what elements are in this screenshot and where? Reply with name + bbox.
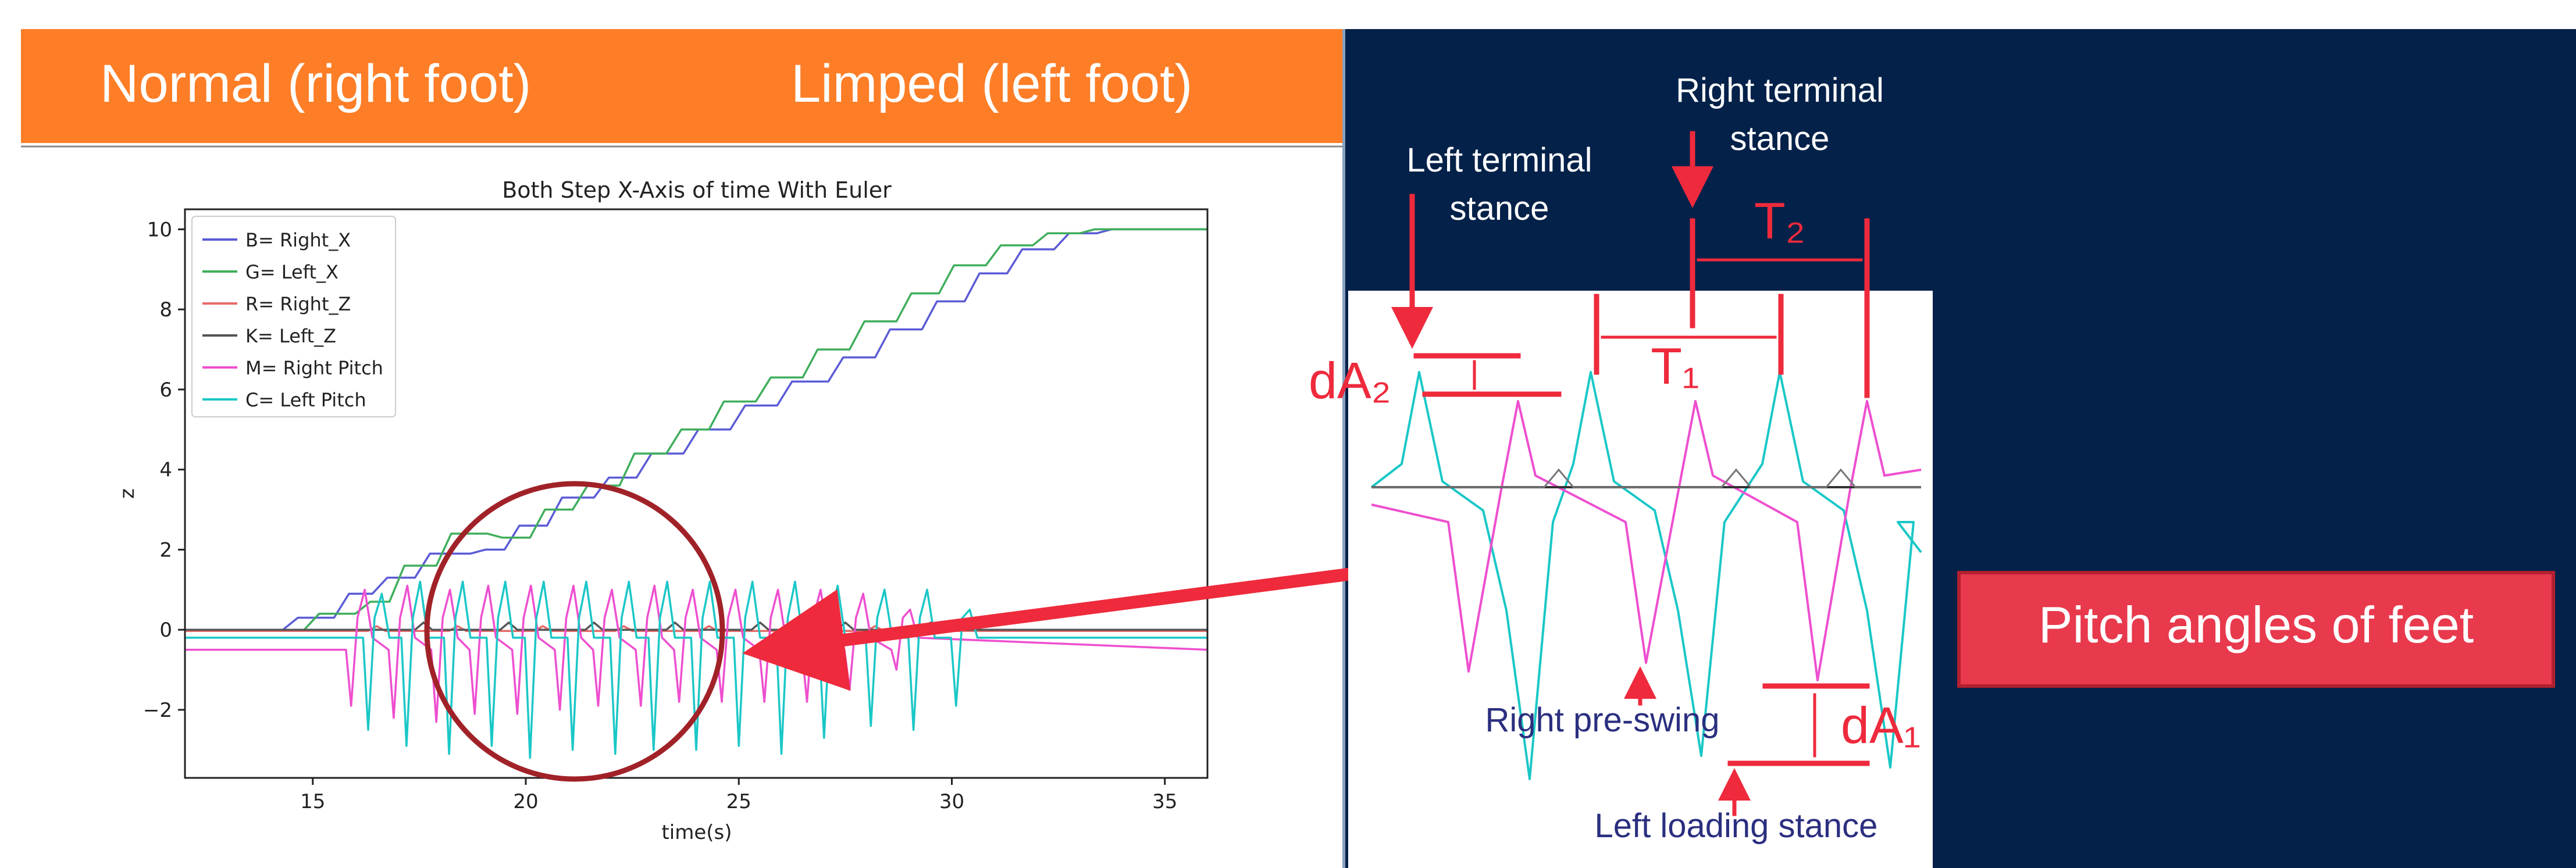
legend-entry: K= Left_Z <box>245 325 336 347</box>
y-tick-label: 2 <box>159 538 172 562</box>
da2-label: dA₂ <box>1309 352 1391 409</box>
legend-entry: B= Right_X <box>245 229 351 251</box>
chart-legend: B= Right_X G= Left_X R= Right_Z K= Left_Z M=… <box>191 216 396 417</box>
pitch-chart: Both Step X-Axis of time With Euler 15 20… <box>116 177 1209 844</box>
legend-box <box>191 216 396 417</box>
header-left-label: Normal (right foot) <box>100 54 531 113</box>
legend-entry: R= Right_Z <box>245 293 351 315</box>
series-layer <box>185 228 1208 759</box>
right-pre-swing-label: Right pre-swing <box>1485 701 1720 739</box>
x-tick-label: 30 <box>939 790 964 813</box>
y-tick-label: 0 <box>159 619 172 642</box>
zoom-curves <box>1370 371 1922 780</box>
series-left-x <box>185 228 1207 631</box>
callout-arrow <box>742 565 1376 691</box>
legend-entry: M= Right Pitch <box>245 357 383 379</box>
zoom-left-z <box>1371 468 1921 488</box>
x-axis-label: time(s) <box>661 821 732 844</box>
series-left-pitch <box>185 580 1207 759</box>
y-tick-label: 4 <box>159 459 172 482</box>
highlight-circle <box>424 481 725 782</box>
right-terminal-label-2: stance <box>1730 120 1830 158</box>
zoom-panel <box>1348 291 1933 868</box>
header-right-label: Limped (left foot) <box>791 54 1192 113</box>
pitch-callout-label: Pitch angles of feet <box>2039 596 2474 653</box>
y-tick-label: −2 <box>143 699 172 722</box>
chart-title: Both Step X-Axis of time With Euler <box>502 177 892 203</box>
y-tick-label: 8 <box>159 298 172 322</box>
header-banner <box>21 29 1342 143</box>
pitch-callout-box <box>1957 571 2555 688</box>
plot-frame <box>184 208 1209 779</box>
legend-entry: G= Left_X <box>245 261 339 283</box>
x-tick-label: 15 <box>300 790 325 813</box>
left-terminal-label-2: stance <box>1450 190 1549 227</box>
zoom-right-pitch <box>1371 400 1922 681</box>
annotations <box>1391 131 1870 816</box>
right-terminal-label-1: Right terminal <box>1676 72 1884 109</box>
x-tick-label: 35 <box>1152 790 1177 813</box>
zoom-panel-background <box>1348 291 1933 868</box>
left-loading-label: Left loading stance <box>1595 807 1878 845</box>
t2-label: T₂ <box>1754 192 1805 249</box>
axis-layer: 15 20 25 30 35 −2 0 2 4 6 8 10 <box>143 218 1178 813</box>
left-terminal-label-1: Left terminal <box>1406 141 1592 179</box>
t1-label: T₁ <box>1651 337 1699 395</box>
panel-divider <box>1342 29 1345 868</box>
da1-label: dA₁ <box>1841 696 1921 754</box>
y-tick-label: 10 <box>147 218 172 241</box>
y-tick-label: 6 <box>159 378 172 402</box>
series-right-x <box>185 228 1207 631</box>
y-axis-label: z <box>116 488 139 499</box>
x-tick-label: 20 <box>513 790 538 813</box>
legend-entry: C= Left Pitch <box>245 389 366 411</box>
x-tick-label: 25 <box>726 790 751 813</box>
